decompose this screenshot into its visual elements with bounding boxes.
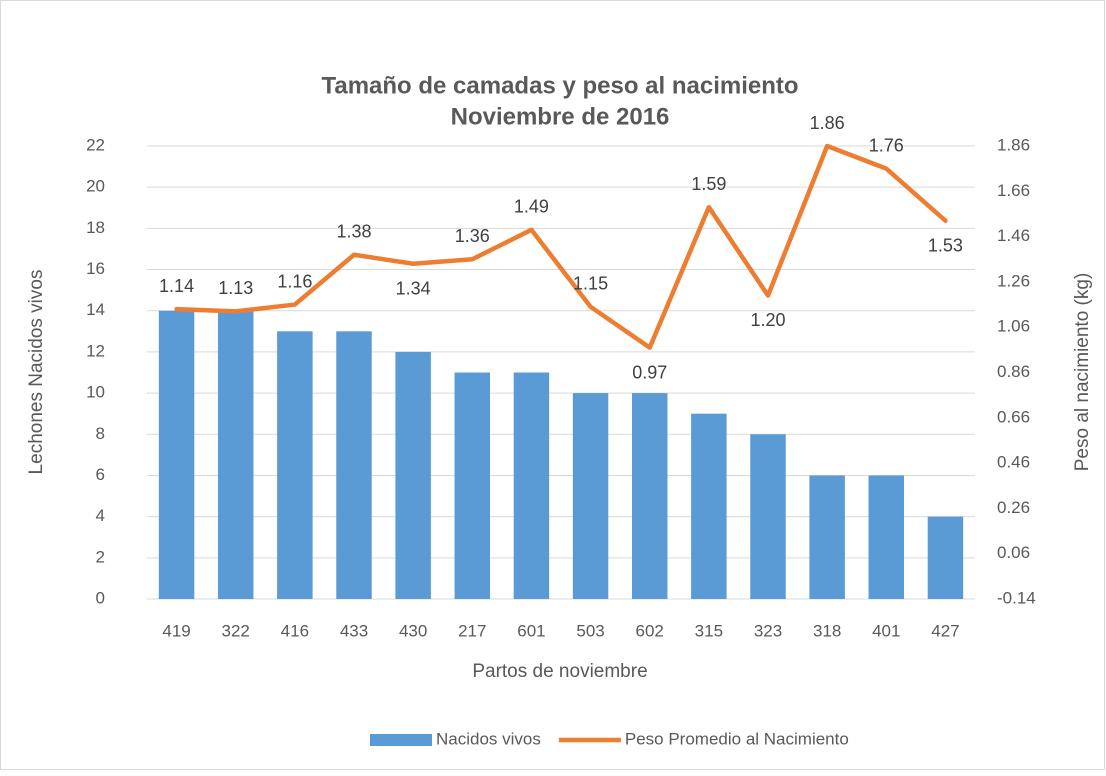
data-label: 1.15 xyxy=(573,274,608,294)
x-tick-label: 430 xyxy=(399,621,427,640)
data-label: 1.34 xyxy=(396,279,431,299)
y-tick-label: 14 xyxy=(86,300,105,319)
x-tick-label: 323 xyxy=(754,621,782,640)
y-tick-label: 22 xyxy=(86,135,105,154)
y-axis-title: Lechones Nacidos vivos xyxy=(26,270,47,475)
x-tick-label: 217 xyxy=(458,621,486,640)
x-tick-label: 601 xyxy=(517,621,545,640)
bar xyxy=(395,351,431,599)
data-label: 1.36 xyxy=(455,226,490,246)
y-tick-label: 10 xyxy=(86,383,105,402)
data-label: 1.59 xyxy=(691,174,726,194)
data-label: 0.97 xyxy=(632,362,667,382)
data-label: 1.20 xyxy=(750,310,785,330)
x-tick-label: 503 xyxy=(576,621,604,640)
bar xyxy=(750,434,786,599)
x-tick-label: 602 xyxy=(636,621,664,640)
data-label: 1.38 xyxy=(336,221,371,241)
x-tick-label: 322 xyxy=(222,621,250,640)
y2-tick-label: 1.06 xyxy=(997,317,1030,336)
data-label: 1.86 xyxy=(810,113,845,133)
bar xyxy=(336,331,372,599)
y-tick-label: 0 xyxy=(96,588,105,607)
y2-tick-label: 1.86 xyxy=(997,135,1030,154)
chart-title: Tamaño de camadas y peso al nacimiento xyxy=(321,72,798,99)
line xyxy=(174,143,948,350)
x-tick-label: 315 xyxy=(695,621,723,640)
bar xyxy=(868,475,905,599)
y-tick-label: 4 xyxy=(96,506,105,525)
x-axis-title: Partos de noviembre xyxy=(472,661,647,682)
y2-tick-label: 0.66 xyxy=(997,407,1030,426)
legend-label: Peso Promedio al Nacimiento xyxy=(625,729,849,748)
x-tick-label: 419 xyxy=(162,621,190,640)
bar xyxy=(572,393,609,599)
x-tick-label: 427 xyxy=(931,621,959,640)
y2-tick-label: 1.46 xyxy=(997,226,1030,245)
chart-subtitle: Noviembre de 2016 xyxy=(451,103,670,130)
y-tick-label: 16 xyxy=(86,259,105,278)
x-tick-label: 318 xyxy=(813,621,841,640)
y2-tick-label: -0.14 xyxy=(997,588,1036,607)
y-tick-label: 18 xyxy=(86,218,105,237)
data-label: 1.53 xyxy=(928,235,963,255)
bar xyxy=(631,393,668,599)
y2-tick-label: 0.86 xyxy=(997,362,1030,381)
bar xyxy=(927,516,964,599)
bar xyxy=(513,372,550,599)
bar xyxy=(217,310,254,599)
legend-label: Nacidos vivos xyxy=(436,729,541,748)
bar xyxy=(691,413,727,599)
bar xyxy=(277,331,313,599)
y2-axis-title: Peso al nacimiento (kg) xyxy=(1072,273,1093,472)
y-tick-label: 12 xyxy=(86,341,105,360)
bar xyxy=(809,475,845,599)
data-label: 1.13 xyxy=(218,278,253,298)
data-label: 1.76 xyxy=(869,135,904,155)
x-tick-label: 401 xyxy=(872,621,900,640)
bar xyxy=(454,372,491,599)
legend-swatch xyxy=(370,734,432,746)
y2-tick-label: 0.46 xyxy=(997,453,1030,472)
y-tick-label: 6 xyxy=(96,465,105,484)
data-label: 1.49 xyxy=(514,197,549,217)
x-tick-label: 433 xyxy=(340,621,368,640)
bar xyxy=(158,310,195,599)
y2-tick-label: 0.26 xyxy=(997,498,1030,517)
data-label: 1.16 xyxy=(277,271,312,291)
y2-tick-label: 0.06 xyxy=(997,543,1030,562)
x-tick-label: 416 xyxy=(281,621,309,640)
y2-tick-label: 1.26 xyxy=(997,271,1030,290)
y-tick-label: 20 xyxy=(86,177,105,196)
y2-tick-label: 1.66 xyxy=(997,181,1030,200)
y-tick-label: 8 xyxy=(96,424,105,443)
y-tick-label: 2 xyxy=(96,547,105,566)
data-label: 1.14 xyxy=(159,276,194,296)
